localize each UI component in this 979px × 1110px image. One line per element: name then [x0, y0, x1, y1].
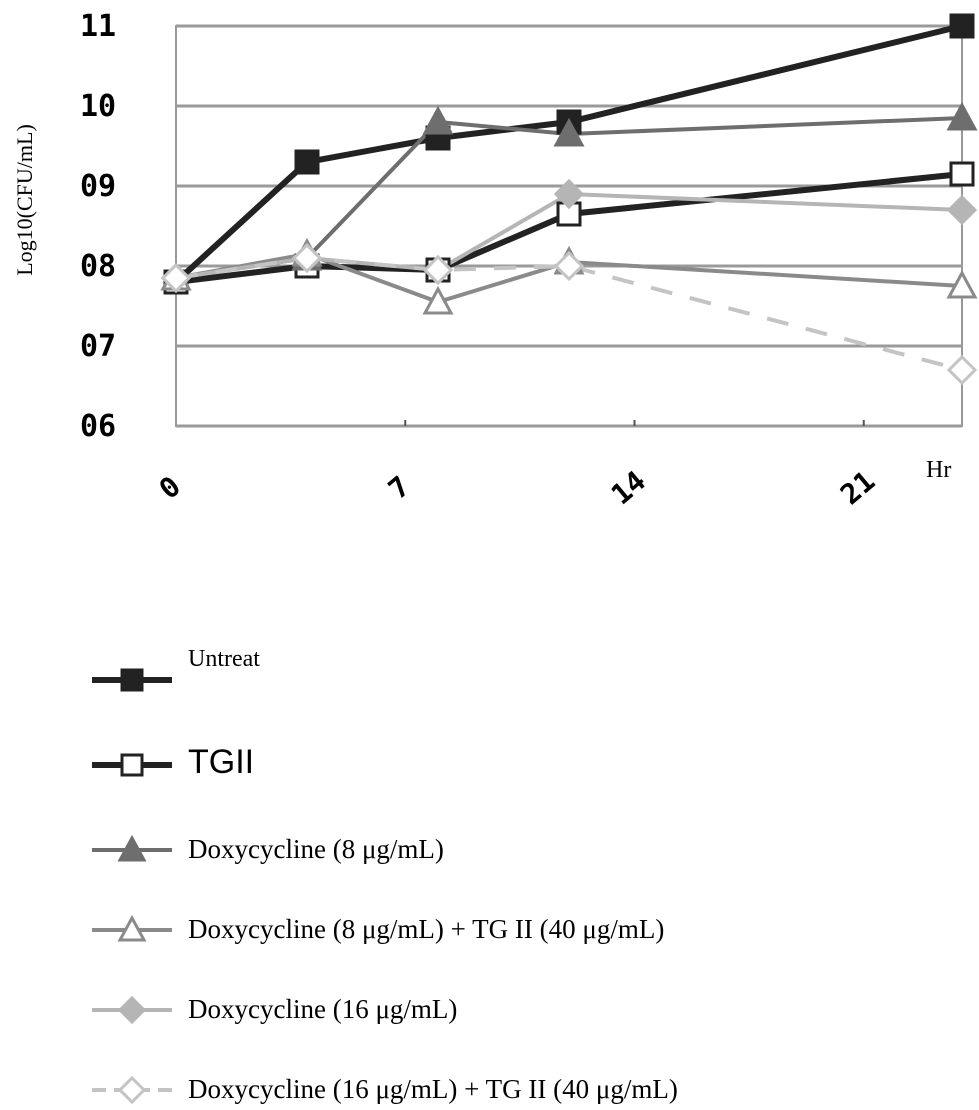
- y-tick-label-07: 07: [80, 329, 116, 364]
- legend-item-4: Doxycycline (8 μg/mL) + TG II (40 μg/mL): [88, 910, 968, 950]
- y-axis-label-text: Log10(CFU/mL): [12, 124, 37, 276]
- legend-swatch-1: [88, 660, 178, 700]
- legend-swatch-6: [88, 1070, 178, 1110]
- legend-label: Untreat: [188, 646, 260, 673]
- legend-swatch-marker: [120, 998, 144, 1022]
- legend-swatch-marker: [122, 670, 142, 690]
- y-tick-label-09: 09: [80, 169, 116, 204]
- legend-swatch-2: [88, 745, 178, 785]
- y-axis-label: Log10(CFU/mL): [12, 124, 37, 276]
- series-2-point-5: [951, 163, 973, 185]
- x-tick-label-21: 21: [834, 464, 881, 511]
- legend-label: Doxycycline (16 μg/mL) + TG II (40 μg/mL…: [188, 1074, 678, 1105]
- x-tick-label-0: 0: [153, 470, 187, 506]
- legend-label: TGII: [188, 743, 254, 782]
- legend-swatch-4: [88, 910, 178, 950]
- series-1-point-5: [951, 15, 973, 37]
- series-1-point-2: [296, 151, 318, 173]
- legend-label: Doxycycline (16 μg/mL): [188, 994, 457, 1025]
- y-tick-label-11: 11: [80, 9, 116, 44]
- legend-swatch-marker: [120, 1078, 144, 1102]
- legend-swatch-5: [88, 990, 178, 1030]
- legend-item-3: Doxycycline (8 μg/mL): [88, 830, 968, 870]
- legend-swatch-3: [88, 830, 178, 870]
- legend-label: Doxycycline (8 μg/mL): [188, 834, 444, 865]
- legend-item-2: TGII: [88, 745, 968, 785]
- chart: 060708091011071421 Log10(CFU/mL) Hr: [0, 0, 979, 640]
- x-tick-label-7: 7: [382, 470, 416, 506]
- legend-item-5: Doxycycline (16 μg/mL): [88, 990, 968, 1030]
- x-tick-label-14: 14: [605, 464, 652, 511]
- legend-swatch-marker: [122, 755, 142, 775]
- x-axis-unit-label: Hr: [926, 457, 951, 483]
- legend-item-6: Doxycycline (16 μg/mL) + TG II (40 μg/mL…: [88, 1070, 968, 1110]
- y-tick-label-06: 06: [80, 409, 116, 444]
- legend-item-1: Untreat: [88, 660, 968, 700]
- y-tick-label-08: 08: [80, 249, 116, 284]
- y-tick-label-10: 10: [80, 89, 116, 124]
- legend-label: Doxycycline (8 μg/mL) + TG II (40 μg/mL): [188, 914, 664, 945]
